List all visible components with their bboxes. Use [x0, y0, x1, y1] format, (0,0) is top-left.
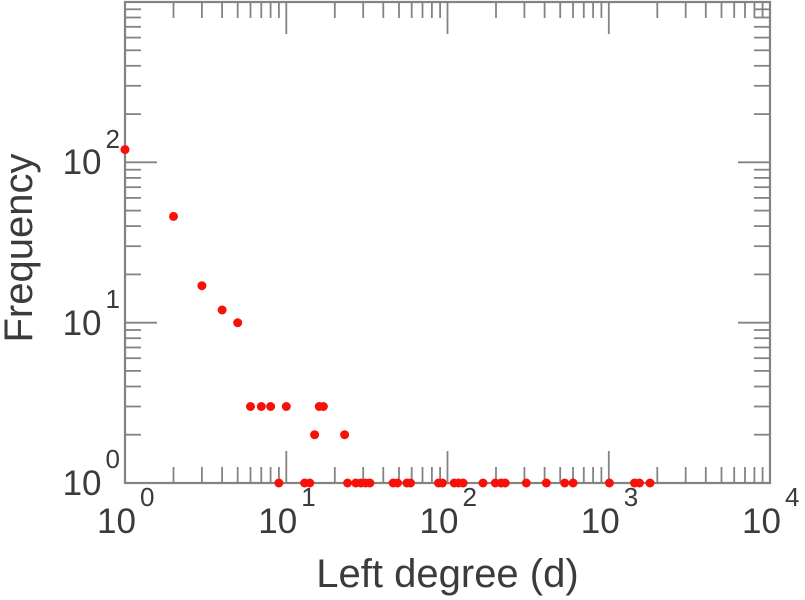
data-point — [305, 478, 315, 488]
data-point — [568, 478, 578, 488]
data-point — [560, 478, 570, 488]
data-point — [406, 478, 415, 488]
data-point — [274, 478, 284, 488]
data-point — [604, 478, 614, 488]
data-point — [521, 478, 531, 488]
data-point — [310, 430, 320, 440]
data-point — [365, 478, 375, 488]
data-points — [120, 145, 655, 488]
data-point — [233, 318, 243, 328]
data-point — [541, 478, 551, 488]
data-point — [343, 478, 353, 488]
data-point — [169, 211, 178, 221]
data-point — [197, 281, 207, 291]
data-point — [634, 478, 644, 488]
data-point — [266, 402, 276, 411]
data-point — [645, 478, 655, 488]
data-point — [246, 402, 255, 411]
data-point — [478, 478, 488, 488]
data-point — [458, 478, 468, 488]
plot-border — [123, 0, 772, 485]
data-point — [281, 402, 291, 411]
data-point — [318, 402, 328, 411]
data-point — [256, 402, 266, 411]
axis-ticks — [125, 2, 770, 483]
data-point — [437, 478, 447, 488]
data-point — [340, 430, 350, 440]
data-point — [500, 478, 510, 488]
data-point — [120, 145, 130, 155]
data-point — [217, 305, 227, 315]
data-point — [393, 478, 402, 488]
